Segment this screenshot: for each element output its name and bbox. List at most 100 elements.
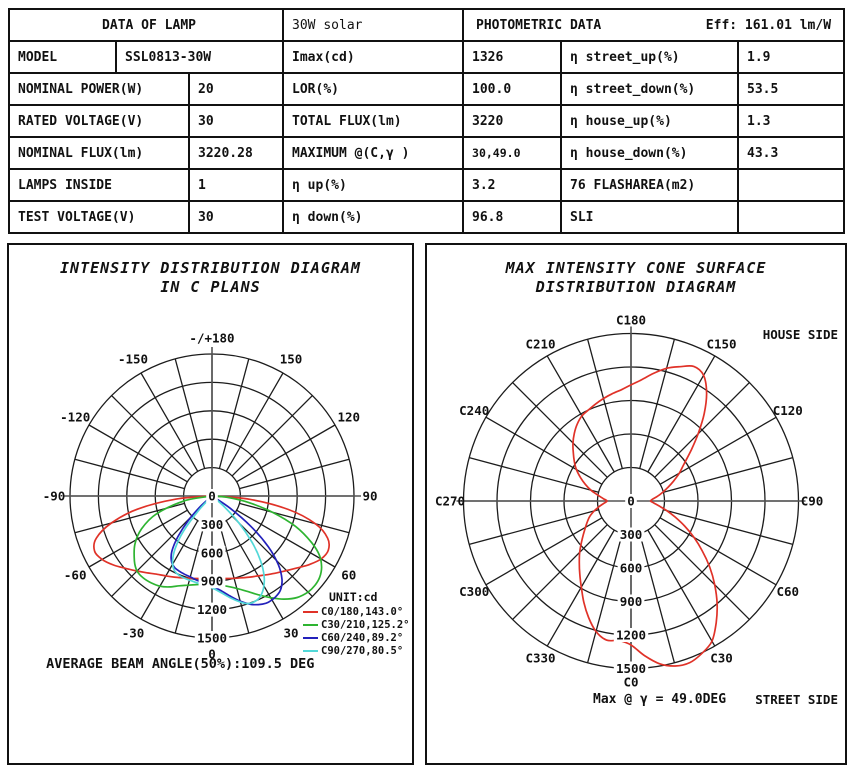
ring-label-bg bbox=[617, 561, 645, 575]
grid-spoke-225 bbox=[512, 382, 608, 478]
data-of-lamp-header: DATA OF LAMP bbox=[7, 8, 285, 42]
total-flux-label: TOTAL FLUX(lm) bbox=[282, 104, 465, 138]
eta-up-value: 3.2 bbox=[462, 168, 563, 202]
angle-label-120: 120 bbox=[338, 410, 361, 425]
eta-house-down-value: 43.3 bbox=[737, 136, 846, 170]
grid-spoke-255 bbox=[74, 458, 185, 490]
grid-spoke-315 bbox=[512, 524, 608, 620]
legend-line-icon bbox=[303, 610, 318, 613]
ring-label-bg bbox=[617, 527, 645, 542]
grid-spoke-195 bbox=[174, 358, 206, 469]
ring-label-bg bbox=[206, 489, 218, 503]
angle-label-C270: C270 bbox=[435, 494, 465, 509]
legend-item-c0-180: C0/180,143.0° bbox=[303, 605, 410, 618]
eta-down-value: 96.8 bbox=[462, 200, 563, 234]
angle-label--30: -30 bbox=[122, 625, 145, 640]
grid-spoke-120 bbox=[236, 424, 336, 483]
efficiency-value: Eff: 161.01 lm/W bbox=[705, 17, 832, 33]
nominal-power-value: 20 bbox=[187, 72, 285, 106]
grid-spoke-75 bbox=[239, 502, 350, 534]
ring-label-600: 600 bbox=[620, 561, 643, 576]
eta-street-down-value: 53.5 bbox=[737, 72, 846, 106]
imax-label: Imax(cd) bbox=[282, 40, 465, 74]
legend-line-icon bbox=[303, 623, 318, 626]
grid-spoke-135 bbox=[231, 395, 313, 477]
ring-label-1200: 1200 bbox=[616, 628, 646, 643]
test-voltage-label: TEST VOLTAGE(V) bbox=[8, 200, 190, 234]
ring-label-1500: 1500 bbox=[197, 631, 227, 646]
grid-spoke-105 bbox=[663, 456, 793, 493]
grid-spoke-225 bbox=[111, 395, 193, 477]
ring-label-bg bbox=[198, 574, 226, 589]
angle-label-C30: C30 bbox=[710, 650, 733, 665]
curve-max-intensity-cone bbox=[572, 364, 719, 667]
table-row: TEST VOLTAGE(V) 30 η down(%) 96.8 SLI bbox=[8, 200, 846, 234]
angle-label-90: 90 bbox=[362, 489, 377, 504]
grid-spoke-120 bbox=[659, 416, 777, 485]
grid-spoke-30 bbox=[647, 529, 716, 647]
table-row: RATED VOLTAGE(V) 30 TOTAL FLUX(lm) 3220 … bbox=[8, 104, 846, 138]
angle-label-C330: C330 bbox=[525, 650, 555, 665]
grid-spoke-240 bbox=[485, 416, 603, 485]
grid-spoke-255 bbox=[469, 456, 599, 493]
eta-house-down-label: η house_down(%) bbox=[560, 136, 740, 170]
grid-spoke-195 bbox=[586, 339, 623, 469]
grid-spoke-135 bbox=[654, 382, 750, 478]
ring-label-bg bbox=[194, 602, 230, 617]
ring-label-bg bbox=[198, 545, 226, 560]
average-beam-angle-note: AVERAGE BEAM ANGLE(50%):109.5 DEG bbox=[46, 656, 315, 672]
curve-c90-270 bbox=[171, 495, 266, 605]
angle-label-C90: C90 bbox=[801, 494, 824, 509]
angle-label-C240: C240 bbox=[459, 403, 489, 418]
eta-house-up-value: 1.3 bbox=[737, 104, 846, 138]
eta-up-label: η up(%) bbox=[282, 168, 465, 202]
legend-line-icon bbox=[303, 636, 318, 639]
grid-spoke-300 bbox=[88, 509, 188, 568]
angle-label--60: -60 bbox=[64, 568, 87, 583]
ring-label-bg bbox=[194, 631, 230, 645]
photometric-data-table: DATA OF LAMP 30W solar PHOTOMETRIC DATA … bbox=[7, 8, 846, 234]
angle-label-C210: C210 bbox=[525, 337, 555, 352]
max-intensity-cone-chart: 0 300 600 900 1200 1500 C180 C210 C150 C240 C120 C2… bbox=[435, 313, 824, 690]
grid-spoke-210 bbox=[140, 372, 199, 472]
lamp-type-cell: 30W solar bbox=[282, 8, 465, 42]
eta-street-up-value: 1.9 bbox=[737, 40, 846, 74]
house-side-label: HOUSE SIDE bbox=[762, 327, 838, 342]
eta-down-label: η down(%) bbox=[282, 200, 465, 234]
max-gamma-note: Max @ γ = 49.0DEG bbox=[593, 692, 727, 707]
legend-item-c90-270: C90/270,80.5° bbox=[303, 644, 410, 657]
ring-label-900: 900 bbox=[620, 594, 643, 609]
ring-label-900: 900 bbox=[201, 574, 224, 589]
sli-value bbox=[737, 200, 846, 234]
table-row: LAMPS INSIDE 1 η up(%) 3.2 76 FLASHAREA(… bbox=[8, 168, 846, 202]
test-voltage-value: 30 bbox=[187, 200, 285, 234]
intensity-distribution-panel: INTENSITY DISTRIBUTION DIAGRAM IN C PLANS… bbox=[7, 243, 414, 765]
ring-label-0: 0 bbox=[627, 494, 635, 509]
rated-voltage-value: 30 bbox=[187, 104, 285, 138]
total-flux-value: 3220 bbox=[462, 104, 563, 138]
lor-value: 100.0 bbox=[462, 72, 563, 106]
left-chart-legend: UNIT:cd C0/180,143.0° C30/210,125.2° C60… bbox=[303, 590, 410, 657]
curve-c30-210 bbox=[133, 495, 323, 600]
angle-label-150: 150 bbox=[280, 352, 303, 367]
rated-voltage-label: RATED VOLTAGE(V) bbox=[8, 104, 190, 138]
legend-line-icon bbox=[303, 649, 318, 652]
grid-spoke-45 bbox=[231, 515, 313, 597]
legend-item-c60-240: C60/240,89.2° bbox=[303, 631, 410, 644]
max-intensity-cone-panel: MAX INTENSITY CONE SURFACE DISTRIBUTION D… bbox=[425, 243, 847, 765]
angle-label-C180: C180 bbox=[616, 313, 646, 328]
angle-label-C300: C300 bbox=[459, 584, 489, 599]
grid-spoke-330 bbox=[140, 520, 199, 620]
grid-spoke-15 bbox=[639, 533, 676, 663]
grid-spoke-165 bbox=[218, 358, 250, 469]
nominal-power-label: NOMINAL POWER(W) bbox=[8, 72, 190, 106]
lamps-inside-label: LAMPS INSIDE bbox=[8, 168, 190, 202]
ring-label-bg bbox=[198, 517, 226, 532]
eta-house-up-label: η house_up(%) bbox=[560, 104, 740, 138]
table-row: DATA OF LAMP 30W solar PHOTOMETRIC DATA … bbox=[7, 8, 846, 42]
photometric-header-cell: PHOTOMETRIC DATA Eff: 161.01 lm/W bbox=[462, 8, 846, 42]
eta-street-up-label: η street_up(%) bbox=[560, 40, 740, 74]
nominal-flux-label: NOMINAL FLUX(lm) bbox=[8, 136, 190, 170]
